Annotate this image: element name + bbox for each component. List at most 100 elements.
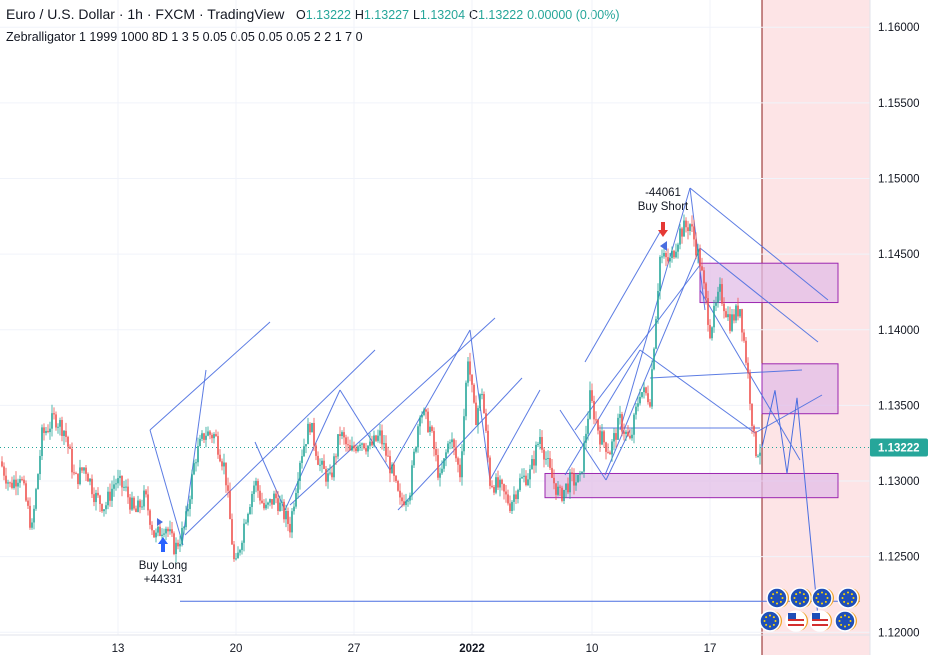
- candle-body: [131, 497, 133, 510]
- candle-body: [593, 400, 595, 420]
- candle-body: [155, 532, 157, 538]
- candle-body: [645, 387, 647, 394]
- candle-body: [565, 483, 567, 490]
- y-tick-label: 1.15500: [878, 98, 920, 110]
- candle-body: [303, 446, 305, 457]
- flag-star: [817, 600, 820, 603]
- candle-body: [5, 475, 7, 484]
- symbol-name[interactable]: Euro / U.S. Dollar: [6, 6, 115, 22]
- ohlc-low: 1.13204: [419, 8, 466, 22]
- candle-body: [653, 348, 655, 370]
- channel-line: [649, 369, 803, 379]
- candle-body: [65, 430, 67, 437]
- candle-body: [327, 473, 329, 482]
- channel-line: [564, 349, 641, 476]
- candle-body: [23, 479, 25, 484]
- candle-body: [587, 418, 589, 434]
- candle-body: [265, 504, 267, 509]
- flag-star: [770, 597, 773, 599]
- candle-body: [689, 224, 691, 231]
- candle-body: [239, 549, 241, 553]
- candle-body: [267, 502, 269, 505]
- candle-body: [651, 369, 653, 407]
- flag-star: [765, 623, 768, 626]
- candle-body: [429, 426, 431, 432]
- candle-body: [237, 552, 239, 559]
- candle-body: [17, 482, 19, 487]
- candle-body: [417, 426, 419, 448]
- price-zone: [544, 472, 839, 499]
- candle-body: [515, 494, 517, 500]
- candle-body: [287, 510, 289, 524]
- candle-body: [511, 501, 513, 511]
- flag-stripe: [812, 624, 828, 626]
- channel-line: [149, 429, 184, 546]
- candle-body: [251, 493, 253, 507]
- candle-body: [601, 431, 603, 445]
- candle-body: [543, 449, 545, 460]
- candle-body: [409, 495, 411, 501]
- candle-body: [365, 448, 367, 452]
- ohlc-change: 0.00000 (0.00%): [527, 8, 620, 22]
- candle-body: [705, 283, 707, 299]
- candle-body: [539, 437, 541, 444]
- candle-body: [53, 413, 55, 415]
- candle-body: [163, 533, 165, 535]
- flag-star: [838, 620, 841, 622]
- candle-body: [305, 444, 307, 447]
- candle-body: [329, 472, 331, 474]
- candle-body: [709, 324, 711, 339]
- candle-body: [335, 456, 337, 458]
- candle-body: [179, 543, 181, 547]
- candle-body: [351, 445, 353, 451]
- projection-path: [761, 390, 819, 618]
- candle-body: [643, 387, 645, 393]
- future-region: [762, 0, 870, 655]
- channel-line: [149, 321, 271, 431]
- candle-body: [271, 499, 273, 505]
- candle-body: [317, 455, 319, 465]
- candle-body: [719, 284, 721, 292]
- candle-body: [345, 437, 347, 445]
- candle-body: [553, 477, 555, 484]
- flag-star: [843, 593, 846, 596]
- candle-body: [319, 464, 321, 466]
- candle-body: [185, 511, 187, 528]
- x-tick-label: 20: [230, 643, 243, 655]
- candle-body: [139, 500, 141, 508]
- candle-body: [703, 270, 705, 284]
- eu-flag-icon: [759, 610, 781, 632]
- candle-body: [385, 443, 387, 456]
- candle-body: [277, 498, 279, 511]
- candle-body: [507, 494, 509, 504]
- candle-body: [89, 478, 91, 482]
- candle-body: [363, 443, 365, 449]
- candle-body: [21, 479, 23, 481]
- candle-body: [45, 430, 47, 433]
- candle-body: [545, 458, 547, 460]
- candle-body: [629, 435, 631, 439]
- candle-body: [375, 435, 377, 441]
- candle-body: [67, 436, 69, 447]
- candle-body: [673, 250, 675, 258]
- candle-body: [93, 494, 95, 503]
- buy-short-label: Buy Short: [638, 201, 689, 213]
- candle-body: [481, 394, 483, 396]
- candle-body: [203, 433, 205, 440]
- candle-body: [111, 488, 113, 501]
- candle-body: [479, 394, 481, 409]
- candle-body: [91, 478, 93, 495]
- candle-body: [579, 473, 581, 475]
- candle-body: [47, 430, 49, 433]
- candle-body: [283, 501, 285, 520]
- candle-body: [103, 509, 105, 512]
- candle-body: [343, 432, 345, 438]
- candle-body: [13, 479, 15, 488]
- candle-body: [559, 486, 561, 488]
- candle-body: [107, 491, 109, 506]
- indicator-legend[interactable]: Zebralligator 1 1999 1000 8D 1 3 5 0.05 …: [6, 30, 363, 44]
- candle-body: [211, 434, 213, 439]
- candle-body: [427, 411, 429, 432]
- timeframe[interactable]: 1h: [127, 6, 143, 22]
